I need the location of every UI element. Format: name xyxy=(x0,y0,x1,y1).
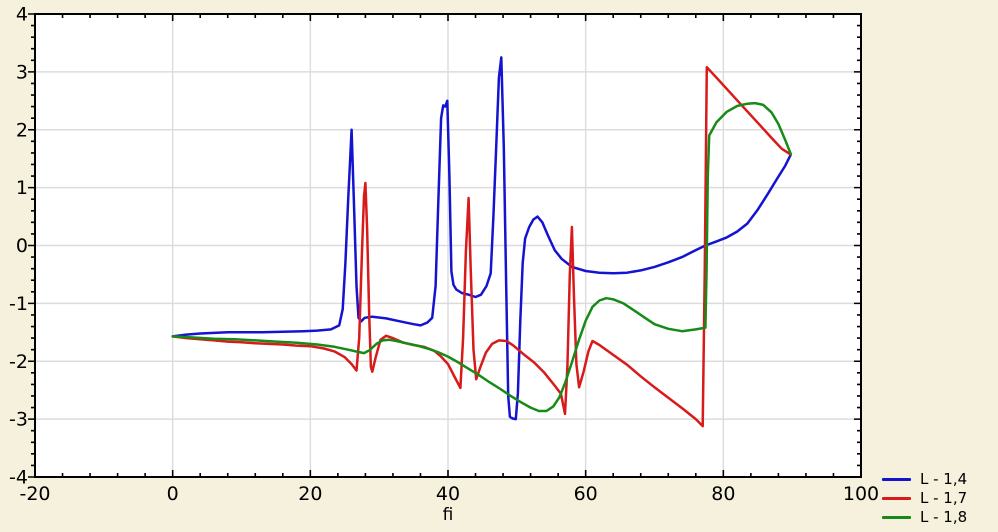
x-tick-label: 60 xyxy=(574,483,598,505)
legend-label: L - 1,7 xyxy=(920,489,968,507)
x-tick-label: 100 xyxy=(843,483,879,505)
y-tick-label: 4 xyxy=(16,4,28,26)
series-line-1 xyxy=(171,65,793,428)
legend: L - 1,4 L - 1,7 L - 1,8 xyxy=(882,470,967,526)
x-axis-title: fi xyxy=(442,505,454,525)
legend-swatch-red xyxy=(882,496,911,500)
x-tick-label: 20 xyxy=(298,483,322,505)
y-tick-label: -1 xyxy=(9,293,28,315)
x-tick-label: -20 xyxy=(19,483,50,505)
y-tick-label: -2 xyxy=(9,351,28,373)
y-tick-label: 3 xyxy=(16,61,28,83)
y-tick-label: 1 xyxy=(16,177,28,199)
legend-item: L - 1,8 xyxy=(882,508,967,526)
x-tick-label: 0 xyxy=(167,483,179,505)
legend-swatch-green xyxy=(882,515,911,519)
y-tick-label: 0 xyxy=(16,235,28,257)
legend-swatch-blue xyxy=(882,477,911,481)
legend-label: L - 1,8 xyxy=(920,508,968,526)
y-tick-label: -3 xyxy=(9,409,28,431)
series-line-2 xyxy=(171,101,793,413)
y-tick-label: -4 xyxy=(9,467,28,489)
y-tick-label: 2 xyxy=(16,119,28,141)
x-tick-label: 40 xyxy=(436,483,460,505)
legend-label: L - 1,4 xyxy=(920,470,968,488)
legend-item: L - 1,7 xyxy=(882,489,967,507)
plot-border xyxy=(34,13,862,478)
legend-item: L - 1,4 xyxy=(882,470,967,488)
x-tick-label: 80 xyxy=(711,483,735,505)
series-line-0 xyxy=(171,56,793,421)
